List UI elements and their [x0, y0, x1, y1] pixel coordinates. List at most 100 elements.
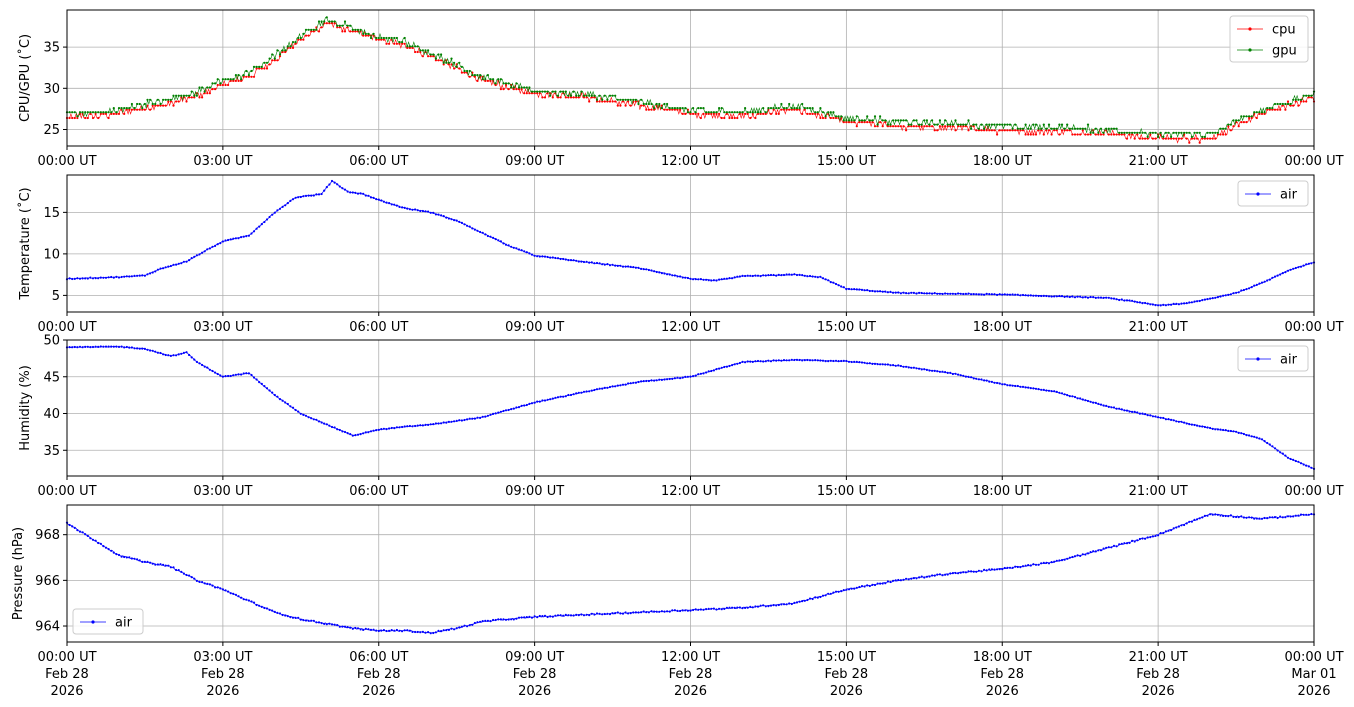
data-point	[954, 372, 957, 375]
data-point	[1196, 131, 1199, 134]
data-point	[1279, 451, 1282, 454]
data-point	[606, 263, 609, 266]
data-point	[497, 78, 500, 81]
data-point	[712, 111, 716, 114]
series-markers	[65, 345, 1316, 470]
data-point	[424, 49, 427, 52]
data-point	[744, 361, 747, 364]
x-tick-label: 00:00 UT	[1284, 320, 1343, 335]
data-point	[967, 119, 970, 122]
data-point	[1302, 94, 1305, 97]
data-point	[247, 599, 250, 602]
data-point	[556, 396, 560, 399]
data-point	[224, 239, 227, 242]
data-point	[650, 108, 653, 111]
data-point	[1307, 513, 1310, 516]
x-tick-year: 2026	[1297, 684, 1330, 699]
data-point	[388, 42, 391, 45]
data-point	[1284, 108, 1287, 111]
data-point	[733, 116, 736, 120]
data-point	[354, 626, 357, 630]
data-point	[278, 207, 282, 210]
data-point	[1118, 298, 1121, 302]
data-point	[1034, 294, 1038, 297]
data-point	[1276, 102, 1279, 106]
data-point	[1209, 137, 1212, 140]
data-point	[123, 555, 126, 559]
data-point	[549, 256, 552, 259]
data-point	[686, 609, 690, 612]
data-point	[406, 46, 409, 50]
x-tick-label: 03:00 UT	[193, 484, 252, 499]
data-point	[330, 425, 334, 429]
data-point	[1099, 127, 1103, 130]
data-point	[206, 366, 209, 369]
data-point	[1245, 288, 1248, 291]
data-point	[453, 628, 456, 631]
data-point	[1128, 131, 1131, 134]
data-point	[897, 125, 900, 128]
data-point	[447, 217, 450, 220]
data-point	[627, 382, 630, 385]
data-point	[824, 594, 827, 597]
data-point	[164, 98, 167, 101]
data-point	[432, 53, 435, 56]
data-point	[551, 615, 554, 618]
data-point	[970, 127, 973, 130]
data-point	[1102, 296, 1105, 299]
data-point	[1144, 537, 1147, 540]
data-point	[1141, 302, 1144, 305]
data-point	[1003, 293, 1006, 296]
data-point	[1024, 294, 1027, 297]
data-point	[198, 253, 201, 256]
data-point	[1125, 542, 1129, 545]
data-point	[855, 360, 858, 363]
data-point	[1276, 516, 1279, 520]
data-point	[492, 236, 495, 239]
data-point	[853, 360, 856, 363]
data-point	[746, 274, 749, 277]
data-point	[915, 125, 918, 128]
data-point	[772, 604, 775, 607]
x-tick-label: 18:00 UT	[973, 320, 1032, 335]
data-point	[949, 125, 952, 128]
data-point	[1107, 296, 1110, 299]
data-point	[97, 277, 100, 280]
data-point	[429, 632, 432, 635]
data-point	[868, 121, 871, 124]
data-point	[603, 263, 606, 266]
data-point	[1151, 137, 1154, 140]
data-point	[1089, 131, 1092, 134]
data-point	[866, 362, 869, 365]
data-point	[585, 96, 588, 99]
data-point	[320, 192, 323, 196]
data-point	[562, 395, 565, 398]
data-point	[769, 273, 773, 277]
data-point	[351, 30, 354, 33]
data-point	[198, 362, 201, 365]
data-point	[401, 630, 404, 633]
data-point	[354, 30, 357, 33]
data-point	[775, 359, 778, 362]
data-point	[489, 79, 492, 82]
data-point	[608, 264, 612, 267]
data-point	[94, 345, 97, 348]
data-point	[1144, 301, 1147, 305]
data-point	[115, 553, 118, 556]
data-point	[1172, 527, 1175, 530]
data-point	[1079, 397, 1082, 400]
data-point	[149, 98, 152, 101]
data-point	[354, 28, 357, 31]
data-point	[1222, 428, 1225, 432]
data-point	[1058, 559, 1061, 562]
x-tick-label: 00:00 UT	[1284, 154, 1343, 169]
data-point	[1133, 137, 1136, 140]
series-air	[65, 179, 1316, 307]
data-point	[1248, 116, 1251, 120]
data-point	[104, 345, 108, 348]
data-point	[175, 568, 178, 572]
data-point	[84, 116, 87, 120]
data-point	[406, 207, 409, 210]
data-point	[858, 121, 861, 124]
data-point	[860, 119, 864, 122]
